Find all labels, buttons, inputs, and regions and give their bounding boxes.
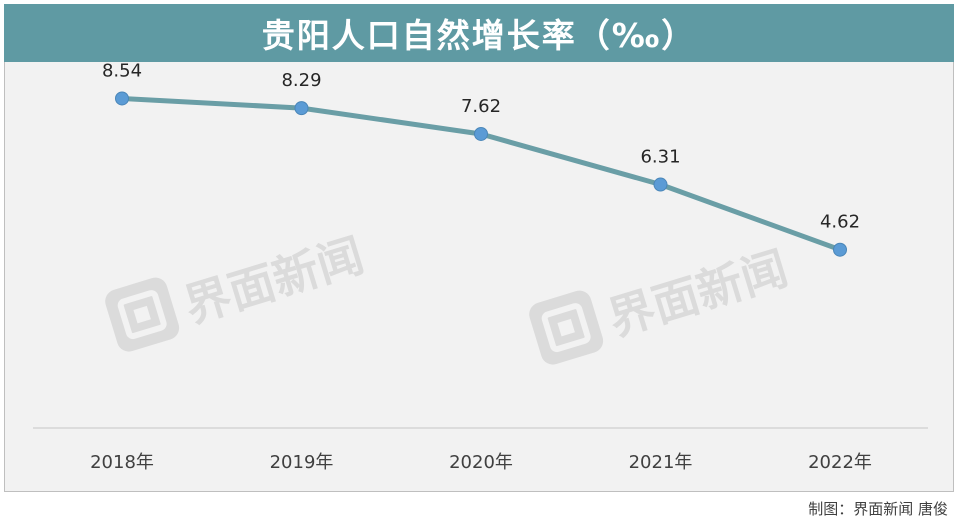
series-line bbox=[119, 96, 843, 253]
data-labels-layer: 8.54 8.29 7.62 6.31 4.62 bbox=[102, 60, 860, 232]
data-point-marker bbox=[115, 91, 129, 106]
jiemian-logo-icon bbox=[529, 290, 604, 365]
data-label: 8.29 bbox=[281, 70, 321, 91]
series-layer bbox=[115, 91, 847, 257]
x-tick-labels-layer: 2018年 2019年 2020年 2021年 2022年 bbox=[90, 452, 872, 473]
watermark: 界面新闻 bbox=[105, 228, 370, 352]
x-tick-label: 2022年 bbox=[808, 452, 872, 473]
data-point-marker bbox=[474, 126, 488, 141]
data-label: 8.54 bbox=[102, 60, 142, 81]
watermark: 界面新闻 bbox=[529, 241, 794, 365]
x-tick-label: 2019年 bbox=[270, 452, 334, 473]
watermark-group: 界面新闻 界面新闻 bbox=[105, 228, 794, 365]
data-label: 7.62 bbox=[461, 96, 501, 117]
data-point-marker bbox=[294, 101, 309, 116]
data-label: 4.62 bbox=[820, 212, 860, 233]
data-label: 6.31 bbox=[640, 147, 680, 168]
chart-frame bbox=[4, 4, 954, 492]
watermark-text: 界面新闻 bbox=[602, 241, 794, 346]
data-point-marker bbox=[833, 242, 847, 257]
x-tick-label: 2021年 bbox=[629, 452, 693, 473]
data-point-marker bbox=[653, 177, 668, 192]
title-bar: 贵阳人口自然增长率（‰） bbox=[4, 4, 954, 62]
watermark-text: 界面新闻 bbox=[178, 228, 370, 333]
x-tick-label: 2018年 bbox=[90, 452, 154, 473]
chart-title: 贵阳人口自然增长率（‰） bbox=[261, 16, 697, 55]
x-tick-label: 2020年 bbox=[449, 452, 513, 473]
chart-credit: 制图：界面新闻 唐俊 bbox=[808, 500, 948, 518]
jiemian-logo-icon bbox=[105, 277, 180, 352]
